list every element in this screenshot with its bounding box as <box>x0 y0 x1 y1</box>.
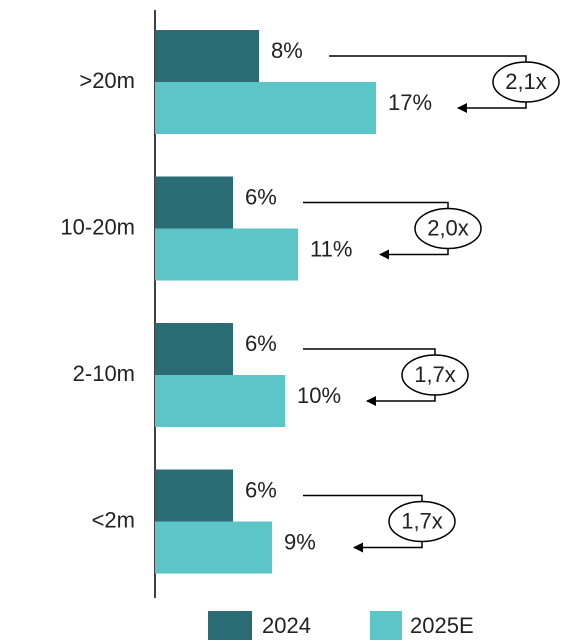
bar <box>155 375 285 427</box>
legend-swatch <box>370 611 402 640</box>
value-label: 9% <box>284 529 316 554</box>
bar <box>155 82 376 134</box>
bar <box>155 176 233 229</box>
bar <box>155 30 259 82</box>
value-label: 8% <box>271 38 303 63</box>
annotation: 1,7x <box>401 508 443 533</box>
category-label: 10-20m <box>60 214 135 239</box>
bar <box>155 228 298 281</box>
annotation-bubble <box>414 207 482 250</box>
legend-swatch <box>208 611 252 640</box>
annotation: 2,0x <box>427 215 469 240</box>
value-label: 17% <box>388 90 432 115</box>
annotation-bubble <box>388 500 456 543</box>
value-label: 6% <box>245 477 277 502</box>
bar <box>155 521 272 574</box>
value-label: 6% <box>245 184 277 209</box>
legend-label: 2025E <box>410 613 474 638</box>
annotation-bubble <box>492 61 560 103</box>
annotation: 2,1x <box>505 69 547 94</box>
annotation-bubble <box>401 354 469 396</box>
legend-label: 2024 <box>262 613 311 638</box>
category-label: 2-10m <box>73 361 135 386</box>
value-label: 6% <box>245 331 277 356</box>
value-label: 11% <box>310 236 352 261</box>
bar <box>155 469 233 522</box>
category-label: <2m <box>92 507 135 532</box>
bar <box>155 323 233 375</box>
value-label: 10% <box>297 383 341 408</box>
annotation: 1,7x <box>414 362 456 387</box>
category-label: >20m <box>79 68 135 93</box>
